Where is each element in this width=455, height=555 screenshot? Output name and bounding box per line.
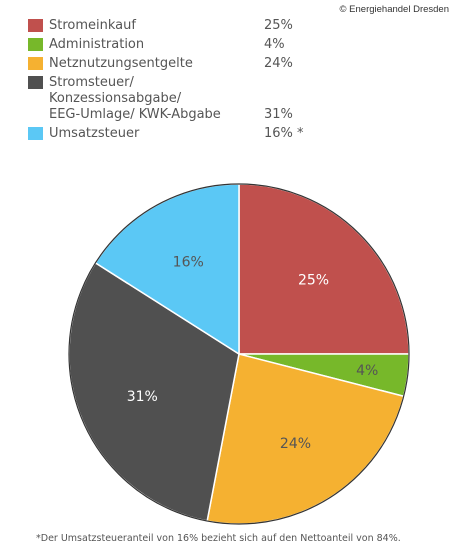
legend-item: Netznutzungsentgelte 24% bbox=[28, 56, 328, 72]
copyright-notice: © Energiehandel Dresden bbox=[339, 4, 449, 15]
slice-data-label: 16% bbox=[173, 255, 204, 271]
legend-label: Umsatzsteuer bbox=[49, 126, 140, 141]
legend-value: 4% bbox=[264, 37, 285, 52]
legend-swatch bbox=[28, 76, 43, 89]
legend-value: 24% bbox=[264, 56, 293, 71]
pie-slice bbox=[238, 183, 410, 355]
legend-value: 25% bbox=[264, 18, 293, 33]
legend-value: 31% bbox=[264, 107, 293, 122]
legend-item: Stromsteuer/Konzessionsabgabe/EEG-Umlage… bbox=[28, 75, 328, 123]
legend-swatch bbox=[28, 127, 43, 140]
legend-swatch bbox=[28, 57, 43, 70]
legend-swatch bbox=[28, 38, 43, 51]
chart-legend: Stromeinkauf 25% Administration 4% Netznutzu… bbox=[28, 18, 328, 145]
slice-data-label: 4% bbox=[356, 363, 378, 379]
legend-label: Netznutzungsentgelte bbox=[49, 56, 193, 71]
legend-swatch bbox=[28, 19, 43, 32]
slice-data-label: 25% bbox=[298, 272, 329, 288]
legend-value: 16% * bbox=[264, 126, 304, 141]
slice-data-label: 24% bbox=[280, 436, 311, 452]
legend-label: Stromsteuer/Konzessionsabgabe/EEG-Umlage… bbox=[49, 75, 221, 122]
pie-chart: 25% 4% 24% 31% 16% bbox=[68, 183, 410, 525]
legend-item: Umsatzsteuer 16% * bbox=[28, 126, 328, 142]
footnote: *Der Umsatzsteueranteil von 16% bezieht … bbox=[36, 533, 401, 544]
legend-label: Administration bbox=[49, 37, 145, 52]
legend-item: Stromeinkauf 25% bbox=[28, 18, 328, 34]
legend-item: Administration 4% bbox=[28, 37, 328, 53]
legend-label: Stromeinkauf bbox=[49, 18, 136, 33]
slice-data-label: 31% bbox=[127, 389, 158, 405]
pie-outline bbox=[68, 183, 410, 525]
